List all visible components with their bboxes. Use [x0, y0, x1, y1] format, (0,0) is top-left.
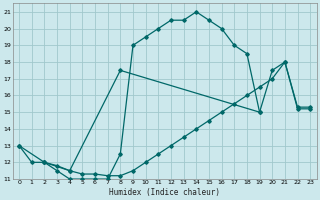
X-axis label: Humidex (Indice chaleur): Humidex (Indice chaleur): [109, 188, 220, 197]
